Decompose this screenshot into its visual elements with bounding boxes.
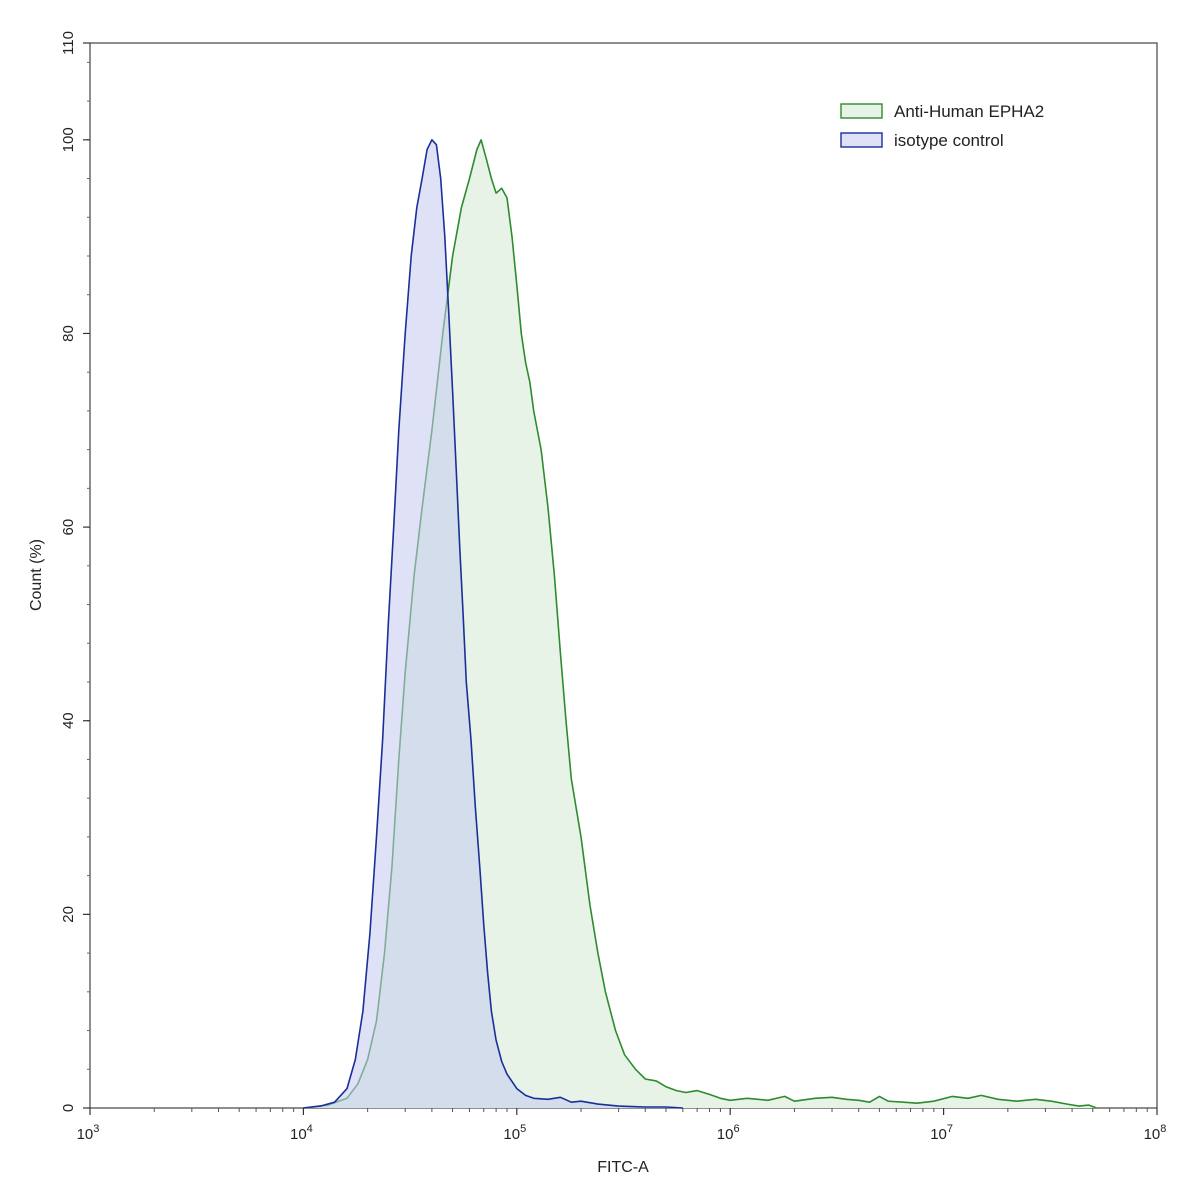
legend-label-isotype-control: isotype control xyxy=(894,131,1004,150)
legend-swatch-isotype-control xyxy=(840,132,883,148)
legend-label-anti-human-epha2: Anti-Human EPHA2 xyxy=(894,102,1044,121)
y-tick-label: 40 xyxy=(60,712,77,729)
x-tick-label: 106 xyxy=(717,1123,740,1143)
x-tick-label: 103 xyxy=(77,1123,100,1143)
y-axis-label: Count (%) xyxy=(28,539,45,611)
y-tick-label: 80 xyxy=(60,325,77,342)
y-axis: 0 20 40 60 80 100 110 xyxy=(60,31,90,1112)
y-tick-label: 0 xyxy=(60,1104,77,1112)
y-tick-label: 60 xyxy=(60,519,77,536)
y-tick-label: 20 xyxy=(60,906,77,923)
x-tick-label: 105 xyxy=(503,1123,526,1143)
y-tick-label: 100 xyxy=(60,127,77,152)
plot-area xyxy=(89,42,1158,1109)
legend-swatch-anti-human-epha2 xyxy=(840,103,883,119)
series-area-anti-human-epha2 xyxy=(303,139,1097,1109)
series-line-isotype-control xyxy=(303,139,683,1109)
x-tick-label: 107 xyxy=(930,1123,953,1143)
x-tick-label: 108 xyxy=(1144,1123,1167,1143)
x-axis: 103 104 105 106 107 108 xyxy=(77,1108,1167,1143)
legend: Anti-Human EPHA2 isotype control xyxy=(840,102,1044,150)
x-tick-label: 104 xyxy=(290,1123,313,1143)
series-area-isotype-control xyxy=(303,139,683,1109)
x-axis-label: FITC-A xyxy=(597,1159,649,1176)
series-layer xyxy=(303,139,1097,1109)
y-tick-label: 110 xyxy=(60,31,77,55)
